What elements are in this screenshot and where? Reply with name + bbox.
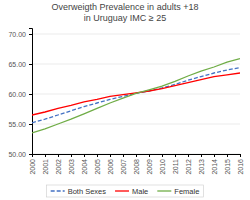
legend-item: Female	[157, 187, 199, 196]
y-tick-label: 60.00	[8, 91, 26, 98]
x-tick: 2000	[29, 154, 36, 175]
y-tick-label: 55.00	[8, 121, 26, 128]
y-axis-line	[29, 29, 33, 155]
x-tick: 2004	[81, 154, 88, 175]
x-tick-mark	[201, 154, 202, 157]
title: Overweigth Prevalence in adults +18in Ur…	[52, 2, 199, 23]
x-tick: 2007	[120, 154, 127, 175]
legend-item: Male	[115, 187, 148, 196]
x-tick-mark	[45, 154, 46, 157]
x-tick-mark	[227, 154, 228, 157]
chart: Overweigth Prevalence in adults +18in Ur…	[0, 0, 250, 200]
x-tick: 2010	[159, 154, 166, 175]
legend: Both Sexes Male Female	[47, 185, 204, 197]
series-line	[32, 68, 240, 123]
x-tick: 2013	[198, 154, 205, 175]
grid-line	[32, 34, 240, 35]
series-line	[32, 59, 240, 133]
y-tick: 70.00	[8, 31, 32, 38]
x-tick-mark	[71, 154, 72, 157]
x-axis-line	[33, 155, 241, 158]
x-tick-label: 2003	[68, 159, 75, 175]
x-tick-mark	[240, 154, 241, 157]
legend-swatch	[157, 190, 171, 191]
x-tick: 2006	[107, 154, 114, 175]
y-tick-label: 70.00	[8, 31, 26, 38]
y-tick-label: 65.00	[8, 61, 26, 68]
x-tick-label: 2014	[211, 159, 218, 175]
x-tick-label: 2012	[185, 159, 192, 175]
x-tick-mark	[97, 154, 98, 157]
legend-label: Both Sexes	[68, 187, 107, 196]
plot: 2000 2001 2002 2003 2004 2005 2006 2007 2008 2009…	[8, 29, 243, 175]
y-tick-mark	[29, 34, 32, 35]
legend-label: Female	[174, 187, 199, 196]
grid-line	[32, 124, 240, 125]
x-tick-mark	[84, 154, 85, 157]
x-tick-mark	[110, 154, 111, 157]
legend-frame	[47, 185, 204, 197]
x-tick-mark	[162, 154, 163, 157]
x-tick: 2016	[237, 154, 244, 175]
y-tick-mark	[29, 124, 32, 125]
x-tick-label: 2015	[224, 159, 231, 175]
x-tick-mark	[136, 154, 137, 157]
x-tick: 2012	[185, 154, 192, 175]
x-tick-mark	[214, 154, 215, 157]
grid	[32, 34, 240, 154]
x-tick: 2005	[94, 154, 101, 175]
x-tick: 2002	[55, 154, 62, 175]
x-tick: 2008	[133, 154, 140, 175]
lines	[32, 59, 240, 133]
x-tick: 2011	[172, 154, 179, 174]
y-tick-mark	[29, 64, 32, 65]
x-tick-label: 2013	[198, 159, 205, 175]
x-tick: 2001	[42, 154, 49, 175]
x-tick-label: 2004	[81, 159, 88, 175]
x-tick-label: 2002	[55, 159, 62, 175]
y-axis: 50.00 55.00 60.00 65.00 70.00	[8, 29, 32, 158]
y-tick: 55.00	[8, 121, 32, 128]
x-tick-mark	[149, 154, 150, 157]
x-tick-label: 2007	[120, 159, 127, 175]
x-tick-mark	[58, 154, 59, 157]
title-line: Overweigth Prevalence in adults +18	[52, 2, 199, 12]
legend-item: Both Sexes	[51, 187, 107, 196]
x-tick-label: 2001	[42, 159, 49, 175]
y-tick-mark	[29, 94, 32, 95]
x-tick-label: 2000	[29, 159, 36, 175]
legend-label: Male	[132, 187, 148, 196]
x-tick-label: 2016	[237, 159, 244, 175]
x-axis: 2000 2001 2002 2003 2004 2005 2006 2007 2008 2009…	[29, 154, 244, 175]
y-tick: 50.00	[8, 151, 32, 158]
x-tick-mark	[123, 154, 124, 157]
x-tick-mark	[175, 154, 176, 157]
x-tick-label: 2006	[107, 159, 114, 175]
x-tick-label: 2005	[94, 159, 101, 175]
legend-swatch	[51, 190, 65, 191]
y-tick-mark	[29, 154, 32, 155]
y-tick: 65.00	[8, 61, 32, 68]
title-line: in Uruguay IMC ≥ 25	[84, 13, 166, 23]
x-tick-label: 2011	[172, 159, 179, 174]
grid-line	[32, 64, 240, 65]
y-tick-label: 50.00	[8, 151, 26, 158]
legend-swatch	[115, 190, 129, 191]
x-tick-label: 2010	[159, 159, 166, 175]
x-tick: 2015	[224, 154, 231, 175]
x-tick: 2014	[211, 154, 218, 175]
x-tick-label: 2008	[133, 159, 140, 175]
x-tick: 2003	[68, 154, 75, 175]
x-tick-mark	[188, 154, 189, 157]
x-tick: 2009	[146, 154, 153, 175]
y-tick: 60.00	[8, 91, 32, 98]
x-tick-label: 2009	[146, 159, 153, 175]
